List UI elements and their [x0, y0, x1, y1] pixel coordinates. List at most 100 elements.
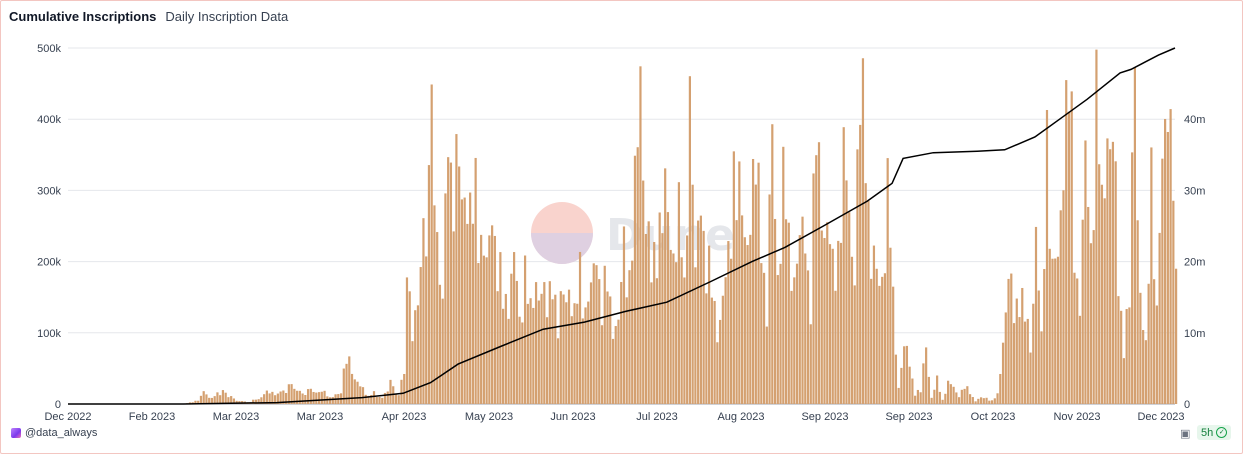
daily-bar — [306, 389, 310, 404]
x-tick-label: Sep 2023 — [801, 411, 848, 423]
daily-bar — [491, 225, 494, 404]
daily-bar — [716, 342, 719, 404]
daily-bar — [411, 341, 414, 404]
daily-bar — [683, 277, 686, 404]
daily-bar — [839, 242, 843, 404]
daily-bar — [595, 265, 598, 404]
daily-bar — [361, 387, 365, 404]
daily-bar — [477, 263, 480, 404]
daily-bar — [1056, 256, 1060, 404]
daily-bar — [295, 390, 299, 404]
x-tick-label: Jul 2023 — [636, 411, 678, 423]
daily-bar — [507, 318, 510, 404]
x-tick-label: Oct 2023 — [971, 411, 1016, 423]
tab-cumulative-inscriptions[interactable]: Cumulative Inscriptions — [9, 9, 157, 24]
daily-bar — [221, 390, 225, 404]
daily-bar — [732, 151, 735, 404]
daily-bar — [903, 346, 906, 404]
daily-bar — [820, 230, 823, 404]
daily-bar — [389, 379, 392, 404]
daily-bar — [460, 199, 464, 404]
daily-bar — [688, 76, 691, 404]
daily-bar — [1100, 184, 1104, 404]
daily-bar — [1026, 318, 1029, 404]
daily-bar — [394, 394, 398, 404]
daily-bar — [900, 367, 903, 404]
daily-bar — [293, 388, 296, 404]
daily-bar — [463, 197, 466, 404]
daily-bar — [672, 253, 675, 404]
daily-bar — [1131, 152, 1134, 404]
daily-bar — [1136, 220, 1139, 404]
daily-bar — [197, 400, 200, 404]
daily-bar — [754, 184, 757, 404]
daily-bar — [905, 345, 909, 404]
daily-bar — [1081, 219, 1084, 404]
daily-bar — [1070, 91, 1073, 405]
daily-bar — [1084, 140, 1087, 404]
daily-bar — [282, 390, 285, 404]
x-tick-label: Aug 2023 — [717, 411, 764, 423]
y-right-tick-label: 20m — [1184, 257, 1205, 269]
daily-bar — [927, 376, 930, 404]
daily-bar — [845, 180, 848, 404]
y-left-tick-label: 500k — [37, 43, 61, 55]
daily-bar — [776, 275, 779, 404]
daily-bar — [529, 298, 532, 404]
daily-bar — [482, 255, 485, 404]
daily-bar — [1012, 323, 1016, 404]
daily-bar — [219, 395, 222, 404]
daily-bar — [488, 235, 491, 404]
daily-bar — [263, 394, 266, 404]
daily-bar — [990, 400, 994, 404]
author-handle[interactable]: @data_always — [25, 427, 98, 439]
daily-bar — [438, 284, 442, 404]
daily-bar — [886, 158, 889, 404]
daily-bar — [828, 244, 832, 404]
daily-bar — [834, 290, 837, 404]
daily-bar — [425, 256, 428, 404]
tab-bar: Cumulative Inscriptions Daily Inscriptio… — [9, 9, 288, 24]
daily-bar — [823, 237, 826, 404]
daily-bar — [521, 322, 524, 404]
daily-bar — [1166, 131, 1169, 404]
daily-bar — [1065, 80, 1068, 404]
daily-bar — [279, 391, 282, 404]
tab-daily-inscription-data[interactable]: Daily Inscription Data — [165, 9, 289, 24]
daily-bar — [573, 303, 576, 404]
daily-bar — [639, 66, 642, 405]
daily-bar — [751, 158, 755, 404]
daily-bar — [655, 278, 659, 404]
camera-icon[interactable]: ▣ — [1180, 428, 1191, 440]
daily-bar — [353, 379, 356, 404]
daily-bar — [740, 215, 744, 404]
daily-bar — [1015, 298, 1018, 404]
daily-bar — [878, 285, 881, 404]
daily-bar — [493, 235, 496, 404]
daily-bar — [257, 399, 260, 404]
daily-bar — [323, 390, 326, 404]
daily-bar — [936, 375, 939, 404]
author-footer[interactable]: @data_always — [11, 427, 97, 439]
daily-bar — [870, 278, 873, 404]
daily-bar — [576, 303, 579, 404]
cumulative-line — [68, 47, 1176, 405]
freshness-badge[interactable]: 5h ✓ — [1197, 425, 1232, 440]
daily-bar — [213, 396, 216, 404]
daily-bar — [708, 245, 711, 404]
daily-bar — [919, 392, 922, 404]
daily-bar — [466, 223, 469, 404]
y-right-tick-label: 10m — [1184, 328, 1205, 340]
daily-bar — [1037, 290, 1040, 404]
daily-bar — [768, 194, 771, 404]
daily-bar — [771, 124, 774, 404]
grid-lines — [68, 47, 1175, 405]
daily-bar — [298, 390, 301, 404]
daily-bar — [636, 147, 639, 404]
daily-bar — [526, 303, 529, 404]
daily-bar — [1078, 315, 1082, 404]
daily-bar — [1142, 330, 1145, 404]
daily-bar — [1054, 258, 1057, 404]
x-tick-label: Mar 2023 — [213, 411, 259, 423]
x-tick-label: Apr 2023 — [382, 411, 427, 423]
